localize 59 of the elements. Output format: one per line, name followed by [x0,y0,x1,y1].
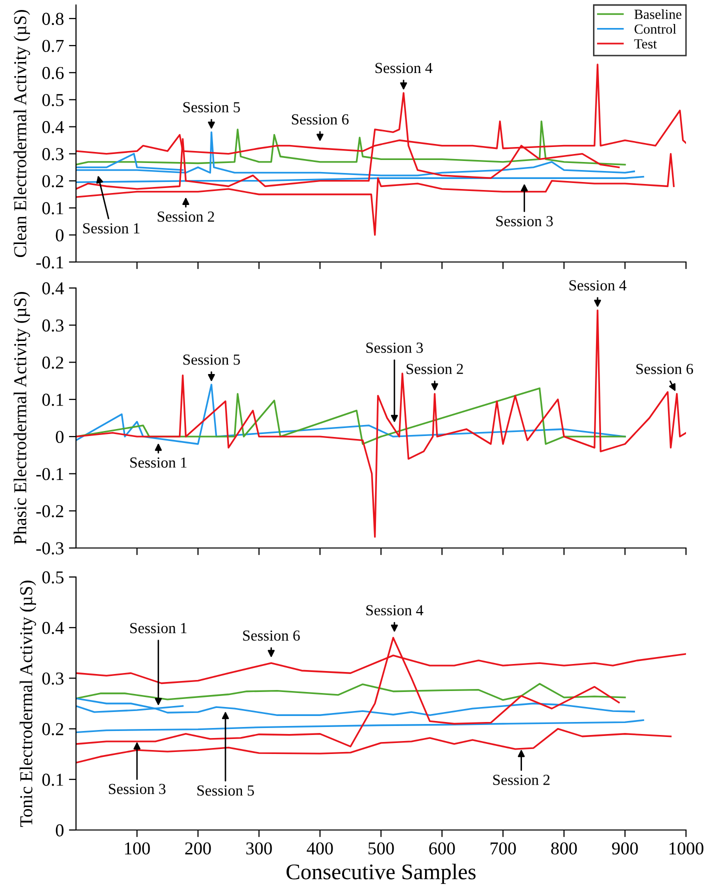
y-tick-label: -0.2 [36,505,64,518]
y-axis-title: Tonic Electrodermal Activity (µS) [20,580,36,827]
x-axis-title: Consecutive Samples [286,864,476,884]
x-tick-label: 200 [185,842,211,855]
x-tick-label: 500 [368,842,394,855]
annotation: Session 6 [636,364,694,374]
y-tick-label: 0 [56,430,64,444]
y-tick-label: 0.1 [42,774,64,786]
annotation: Session 5 [183,102,240,112]
y-tick-label: -0.1 [36,256,64,269]
legend-label: Baseline [634,9,682,20]
annotation: Session 3 [108,784,166,794]
y-tick-label: 0.6 [42,66,64,80]
legend-label: Control [634,24,676,34]
x-tick-label: 400 [306,842,333,855]
annotation: Session 1 [130,457,187,468]
x-tick-label: 800 [551,842,577,855]
x-tick-label: 600 [429,842,455,855]
y-tick-label: 0.1 [42,202,64,214]
y-tick-label: 0 [56,824,64,836]
y-axis-title: Phasic Electrodermal Activity (µS) [14,292,30,544]
y-tick-label: -0.3 [36,542,64,555]
annotation: Session 1 [130,622,187,634]
y-tick-label: 0.8 [42,12,64,26]
y-tick-label: 0.3 [42,319,64,332]
x-tick-label: 900 [612,842,638,855]
x-tick-label: 1000 [670,842,704,855]
y-tick-label: 0.2 [42,175,64,188]
x-tick-label: 700 [490,842,516,855]
y-tick-label: 0.4 [42,282,64,295]
y-tick-label: 0.1 [42,394,64,406]
x-tick-label: 300 [246,842,272,855]
y-axis-title: Clean Electrodermal Activity (µS) [14,10,30,258]
y-tick-label: 0.4 [42,622,64,634]
y-tick-label: 0.3 [42,672,64,685]
legend-label: Test [634,39,657,49]
y-tick-label: 0.2 [42,723,64,736]
y-tick-label: 0 [56,229,64,242]
x-tick-label: 100 [125,842,150,855]
annotation: Session 2 [158,212,214,222]
y-tick-label: 0.7 [42,40,64,52]
annotation: Session 5 [197,785,254,796]
annotation: Session 5 [183,354,240,365]
annotation: Session 6 [292,114,349,125]
y-tick-label: 0.5 [42,571,64,584]
annotation: Session 4 [376,62,432,74]
annotation: Session 6 [243,630,300,641]
annotation: Session 3 [496,216,553,226]
y-tick-label: -0.1 [36,468,64,480]
annotation: Session 4 [569,280,626,291]
y-tick-label: 0.5 [42,94,64,106]
y-tick-label: 0.4 [42,120,64,134]
annotation: Session 3 [366,342,423,353]
y-tick-label: 0.2 [42,356,64,369]
annotation: Session 4 [366,605,424,616]
annotation: Session 2 [493,774,550,786]
y-tick-label: 0.3 [42,148,64,160]
annotation: Session 1 [83,223,140,234]
annotation: Session 2 [406,364,463,374]
